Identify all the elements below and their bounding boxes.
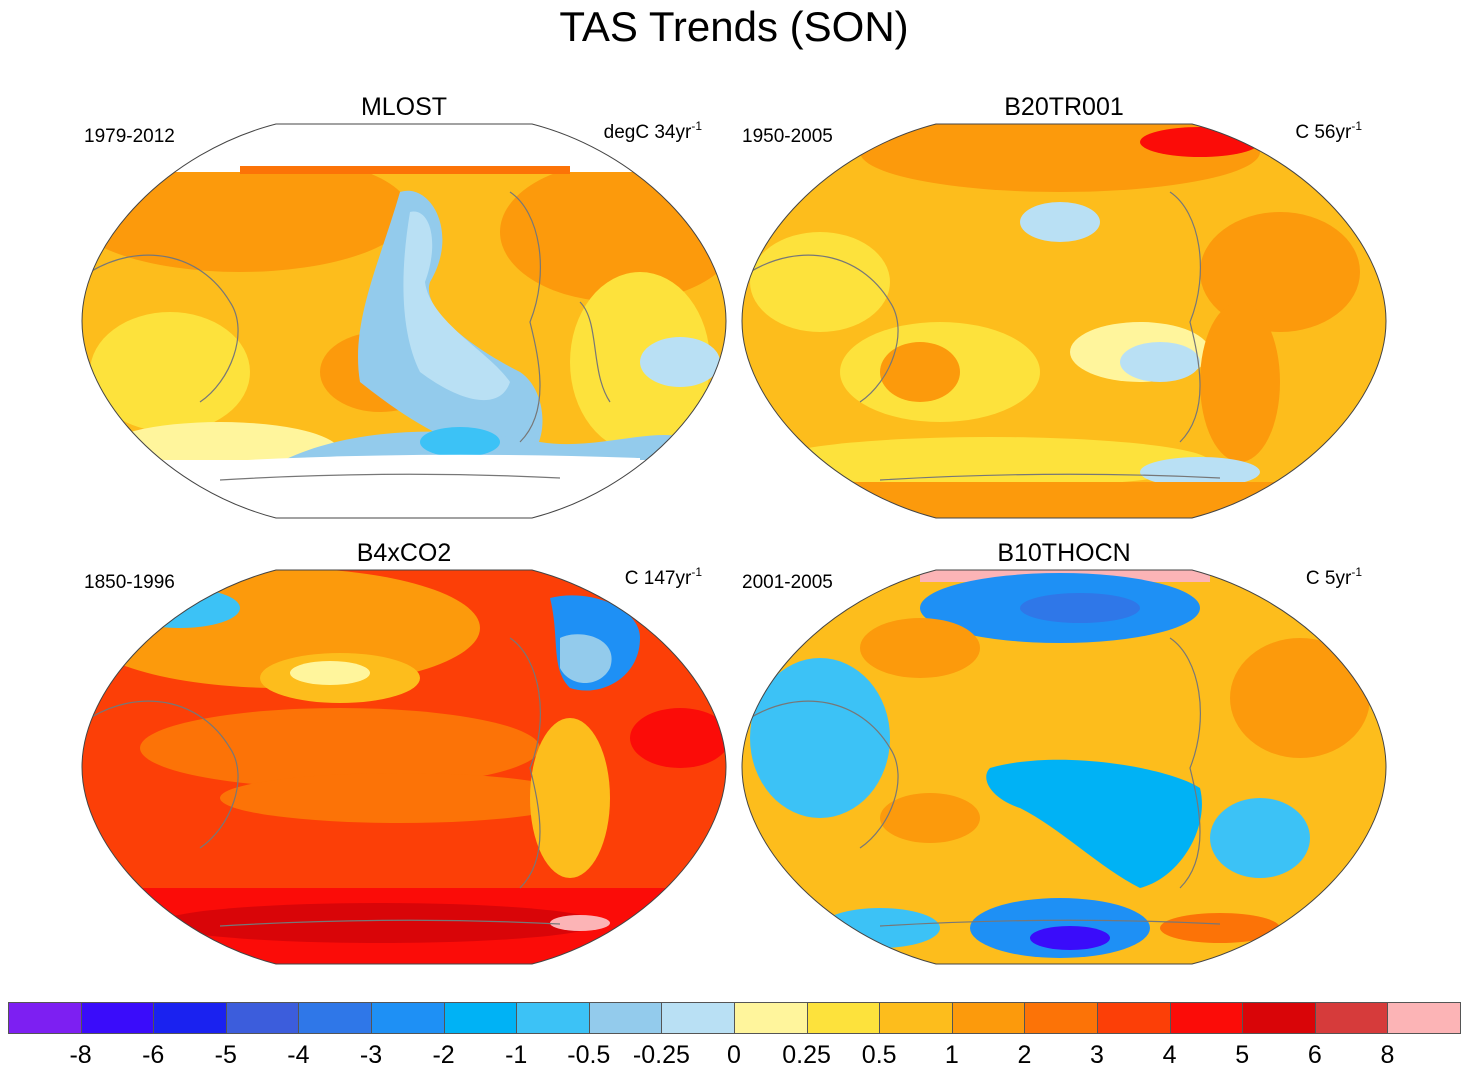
colorbar-tick-label: 3 [1090, 1041, 1104, 1069]
colorbar-tick-label: 6 [1307, 1041, 1322, 1069]
colorbar-swatch [951, 1002, 1026, 1034]
map-b10thocn [741, 569, 1387, 965]
colorbar-swatch [443, 1002, 518, 1034]
colorbar-swatch [153, 1002, 227, 1034]
colorbar-swatch [516, 1002, 590, 1034]
colorbar-tick-label: 8 [1380, 1041, 1395, 1069]
panel-title-b10thocn: B10THOCN [997, 539, 1131, 567]
colorbar-swatch [1097, 1002, 1171, 1034]
colorbar-swatch [80, 1002, 155, 1034]
colorbar-tick-label: 5 [1235, 1041, 1250, 1069]
colorbar-tick-label: -3 [359, 1041, 383, 1069]
map-b20tr001 [741, 123, 1387, 519]
colorbar-tick-label: 0.5 [861, 1041, 897, 1069]
colorbar-tick-label: -2 [432, 1041, 455, 1069]
colorbar-swatch [1024, 1002, 1098, 1034]
colorbar-swatch [879, 1002, 953, 1034]
colorbar-tick-label: -0.25 [632, 1041, 690, 1069]
colorbar-tick-label: -4 [287, 1041, 310, 1069]
colorbar-tick-label: -0.5 [567, 1041, 611, 1069]
colorbar-tick-label: -5 [214, 1041, 237, 1069]
period-label-mlost: 1979-2012 [84, 126, 175, 147]
period-label-b10thocn: 2001-2005 [742, 572, 833, 593]
colorbar-tick-label: 0.25 [782, 1041, 831, 1069]
colorbar-swatch [8, 1002, 82, 1034]
colorbar-tick-label: 4 [1162, 1041, 1177, 1069]
units-label-b4xco2: C 147yr-1 [624, 565, 702, 589]
colorbar-tick-label: -1 [505, 1041, 528, 1069]
panel-title-mlost: MLOST [360, 93, 448, 121]
colorbar [8, 1002, 1461, 1034]
colorbar-swatch [1314, 1002, 1389, 1034]
colorbar-swatch [806, 1002, 881, 1034]
colorbar-tick-label: 2 [1017, 1041, 1032, 1069]
units-label-b20tr001: C 56yr-1 [1295, 119, 1362, 143]
colorbar-swatch [1387, 1002, 1461, 1034]
units-label-b10thocn: C 5yr-1 [1305, 565, 1362, 589]
colorbar-tick-label: -8 [69, 1041, 92, 1069]
map-mlost [81, 123, 727, 519]
colorbar-swatch [1242, 1002, 1316, 1034]
colorbar-tick-label: 1 [944, 1041, 959, 1069]
period-label-b20tr001: 1950-2005 [742, 126, 833, 147]
colorbar-swatch [661, 1002, 735, 1034]
colorbar-swatch [371, 1002, 445, 1034]
colorbar-swatch [588, 1002, 663, 1034]
units-label-mlost: degC 34yr-1 [603, 119, 702, 143]
map-b4xco2 [81, 569, 727, 965]
colorbar-swatch [1169, 1002, 1244, 1034]
colorbar-tick-label: -6 [142, 1041, 165, 1069]
colorbar-swatch [225, 1002, 300, 1034]
figure-title: TAS Trends (SON) [559, 3, 909, 50]
panel-title-b4xco2: B4xCO2 [356, 539, 452, 567]
colorbar-swatch [298, 1002, 372, 1034]
colorbar-swatch [734, 1002, 808, 1034]
colorbar-tick-label: 0 [727, 1041, 741, 1069]
period-label-b4xco2: 1850-1996 [84, 572, 175, 593]
panel-title-b20tr001: B20TR001 [1004, 93, 1124, 121]
